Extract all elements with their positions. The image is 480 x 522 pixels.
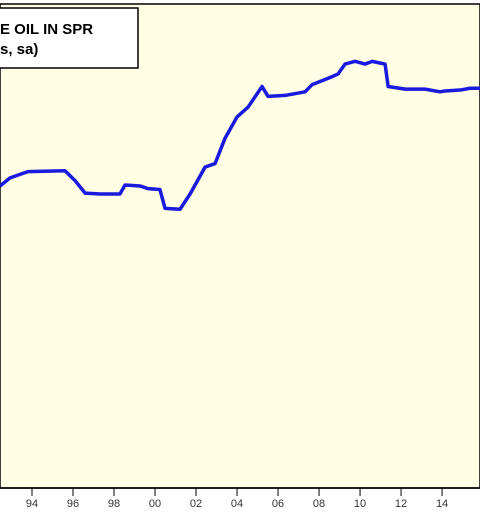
plot-area [0,3,480,489]
x-tick-label: 08 [313,498,325,510]
x-tick-label: 04 [231,498,243,510]
x-tick-label: 98 [108,498,120,510]
chart-subtitle: s, sa) [0,41,38,58]
title-box [0,7,139,69]
x-tick-label: 94 [26,498,38,510]
line-series [0,59,480,212]
x-tick-label: 10 [354,498,366,510]
x-tick-label: 12 [395,498,407,510]
x-tick-label: 96 [67,498,79,510]
x-tick-label: 00 [149,498,161,510]
x-tick-label: 14 [436,498,448,510]
x-tick-label: 02 [190,498,202,510]
x-tick-label: 06 [272,498,284,510]
chart-title: E OIL IN SPR [0,21,93,38]
